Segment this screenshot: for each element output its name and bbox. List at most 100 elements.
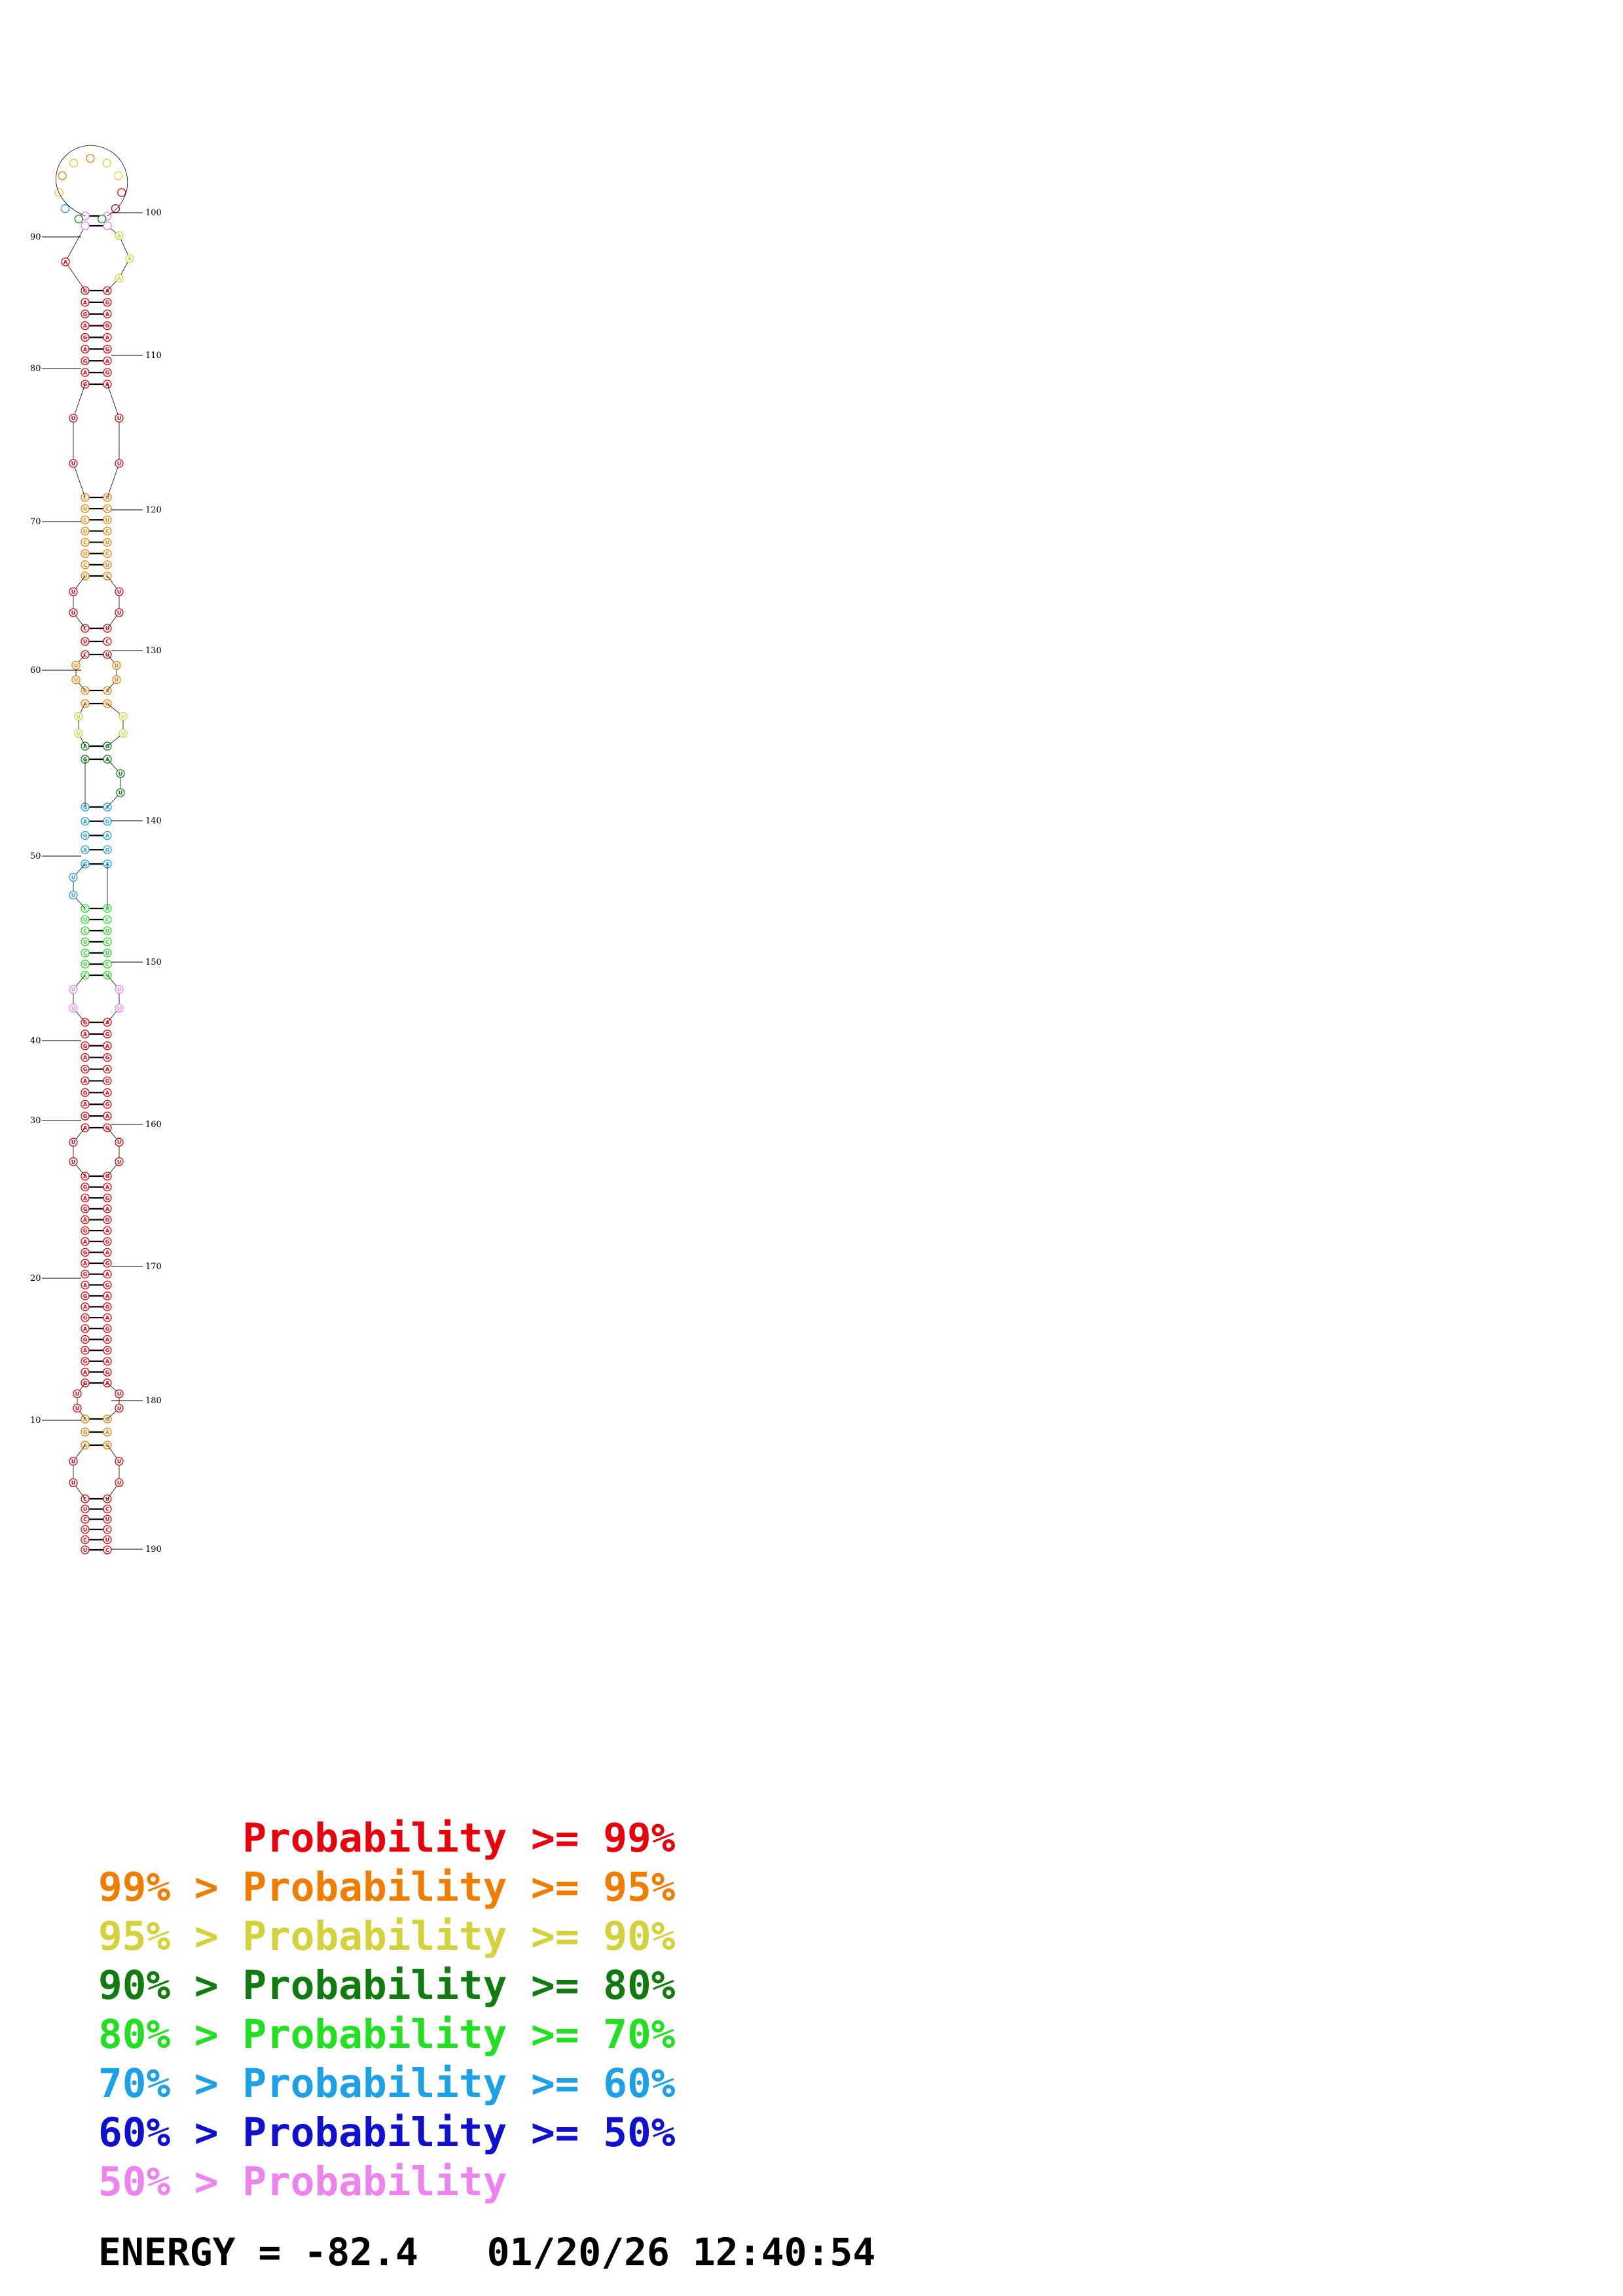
nucleotide	[103, 298, 112, 307]
nucleotide-letter: C	[83, 1537, 87, 1543]
nucleotide-letter: U	[119, 771, 123, 777]
unpaired-nucleotide	[69, 1456, 78, 1466]
nucleotide-letter: U	[83, 1547, 88, 1553]
nucleotide	[81, 1367, 90, 1377]
nucleotide-letter: G	[105, 300, 110, 306]
position-label: 120	[145, 505, 162, 515]
nucleotide-letter: A	[105, 312, 110, 317]
position-label: 50	[30, 852, 41, 861]
nucleotide	[103, 515, 112, 524]
nucleotide-letter: U	[83, 917, 88, 923]
nucleotide	[81, 926, 90, 935]
nucleotide-letter: A	[105, 1185, 110, 1191]
unpaired-nucleotide	[115, 1389, 124, 1399]
nucleotide	[103, 1504, 112, 1514]
legend-line-plt50: 50% > Probability	[98, 2159, 507, 2205]
nucleotide	[81, 1346, 90, 1355]
nucleotide-letter: G	[83, 1020, 88, 1026]
nucleotide-letter: U	[83, 961, 88, 967]
nucleotide	[81, 368, 90, 377]
nucleotide-letter: A	[105, 1090, 110, 1096]
nucleotide-letter: U	[115, 677, 119, 683]
nucleotide	[81, 1182, 90, 1192]
nucleotide	[103, 1193, 112, 1202]
nucleotide-letter: U	[83, 1527, 88, 1533]
nucleotide	[103, 1367, 112, 1377]
unpaired-nucleotide	[115, 1403, 124, 1413]
unpaired-nucleotide	[115, 459, 124, 468]
position-label: 30	[30, 1116, 41, 1126]
nucleotide	[103, 310, 112, 319]
nucleotide-letter: A	[83, 1416, 88, 1422]
position-label: 150	[145, 958, 162, 967]
position-label: 70	[30, 517, 41, 527]
nucleotide-letter: G	[83, 1043, 88, 1049]
nucleotide	[81, 298, 90, 307]
nucleotide-letter: A	[83, 1195, 88, 1201]
nucleotide-letter: A	[83, 1261, 88, 1266]
nucleotide-letter: A	[128, 256, 132, 262]
unpaired-nucleotide	[73, 1403, 82, 1413]
nucleotide	[81, 515, 90, 524]
position-label: 190	[145, 1545, 162, 1554]
nucleotide-letter: G	[83, 288, 88, 294]
unpaired-nucleotide	[115, 1138, 124, 1147]
nucleotide-letter: U	[71, 1005, 76, 1011]
unpaired-nucleotide	[69, 414, 78, 423]
nucleotide-letter: U	[71, 893, 76, 899]
nucleotide	[103, 537, 112, 547]
nucleotide	[103, 368, 112, 377]
position-label: 180	[145, 1396, 162, 1406]
nucleotide	[81, 1100, 90, 1109]
nucleotide-letter: U	[83, 528, 88, 534]
hairpin-nucleotide	[98, 214, 107, 224]
nucleotide-letter: A	[83, 1078, 88, 1084]
nucleotide-letter: A	[83, 1055, 88, 1061]
unpaired-nucleotide	[69, 890, 78, 900]
nucleotide-letter: A	[83, 1304, 88, 1310]
nucleotide-letter: A	[105, 1067, 110, 1073]
nucleotide-letter: G	[105, 1055, 110, 1061]
nucleotide-letter: A	[83, 1369, 88, 1375]
nucleotide-letter: G	[105, 1348, 110, 1354]
rna-secondary-structure-diagram: G AA GG AA GG AA GG AA GG AC UU CC UU CC UU CC UU CC UU CC U…	[30, 145, 162, 1554]
nucleotide	[103, 831, 112, 840]
unpaired-nucleotide	[125, 254, 134, 263]
unpaired-nucleotide	[116, 788, 125, 797]
nucleotide	[103, 1030, 112, 1039]
unpaired-nucleotide	[74, 711, 83, 721]
nucleotide-letter: G	[83, 1272, 88, 1278]
nucleotide-letter: U	[71, 461, 76, 467]
unpaired-nucleotide	[74, 728, 83, 738]
nucleotide-letter: G	[105, 1102, 110, 1107]
backbone-segment	[73, 575, 86, 629]
nucleotide-letter: A	[105, 1293, 110, 1299]
nucleotide-letter: G	[105, 847, 110, 853]
nucleotide-letter: A	[105, 1043, 110, 1049]
nucleotide-letter: U	[117, 610, 122, 616]
nucleotide-letter: G	[83, 833, 88, 839]
unpaired-nucleotide	[115, 984, 124, 994]
backbone-segment	[77, 1382, 86, 1420]
nucleotide-letter: A	[83, 300, 88, 306]
nucleotide-letter: G	[83, 1293, 88, 1299]
nucleotide	[103, 1335, 112, 1344]
position-label: 80	[30, 364, 41, 374]
nucleotide-letter: C	[105, 506, 109, 512]
nucleotide-letter: U	[71, 1159, 76, 1165]
nucleotide-letter: A	[105, 288, 110, 294]
nucleotide	[103, 1357, 112, 1366]
backbone-segment	[73, 975, 86, 1023]
nucleotide	[103, 332, 112, 342]
nucleotide	[81, 1237, 90, 1246]
backbone-segment	[78, 703, 86, 747]
nucleotide	[81, 221, 90, 230]
nucleotide-letter: A	[105, 1228, 110, 1234]
backbone-segment	[65, 225, 86, 291]
nucleotide	[103, 1427, 112, 1437]
nucleotide-letter: C	[105, 639, 109, 645]
nucleotide-letter: A	[64, 259, 68, 265]
nucleotide-letter: C	[83, 950, 87, 956]
nucleotide-letter: A	[83, 819, 88, 825]
nucleotide	[81, 1515, 90, 1524]
